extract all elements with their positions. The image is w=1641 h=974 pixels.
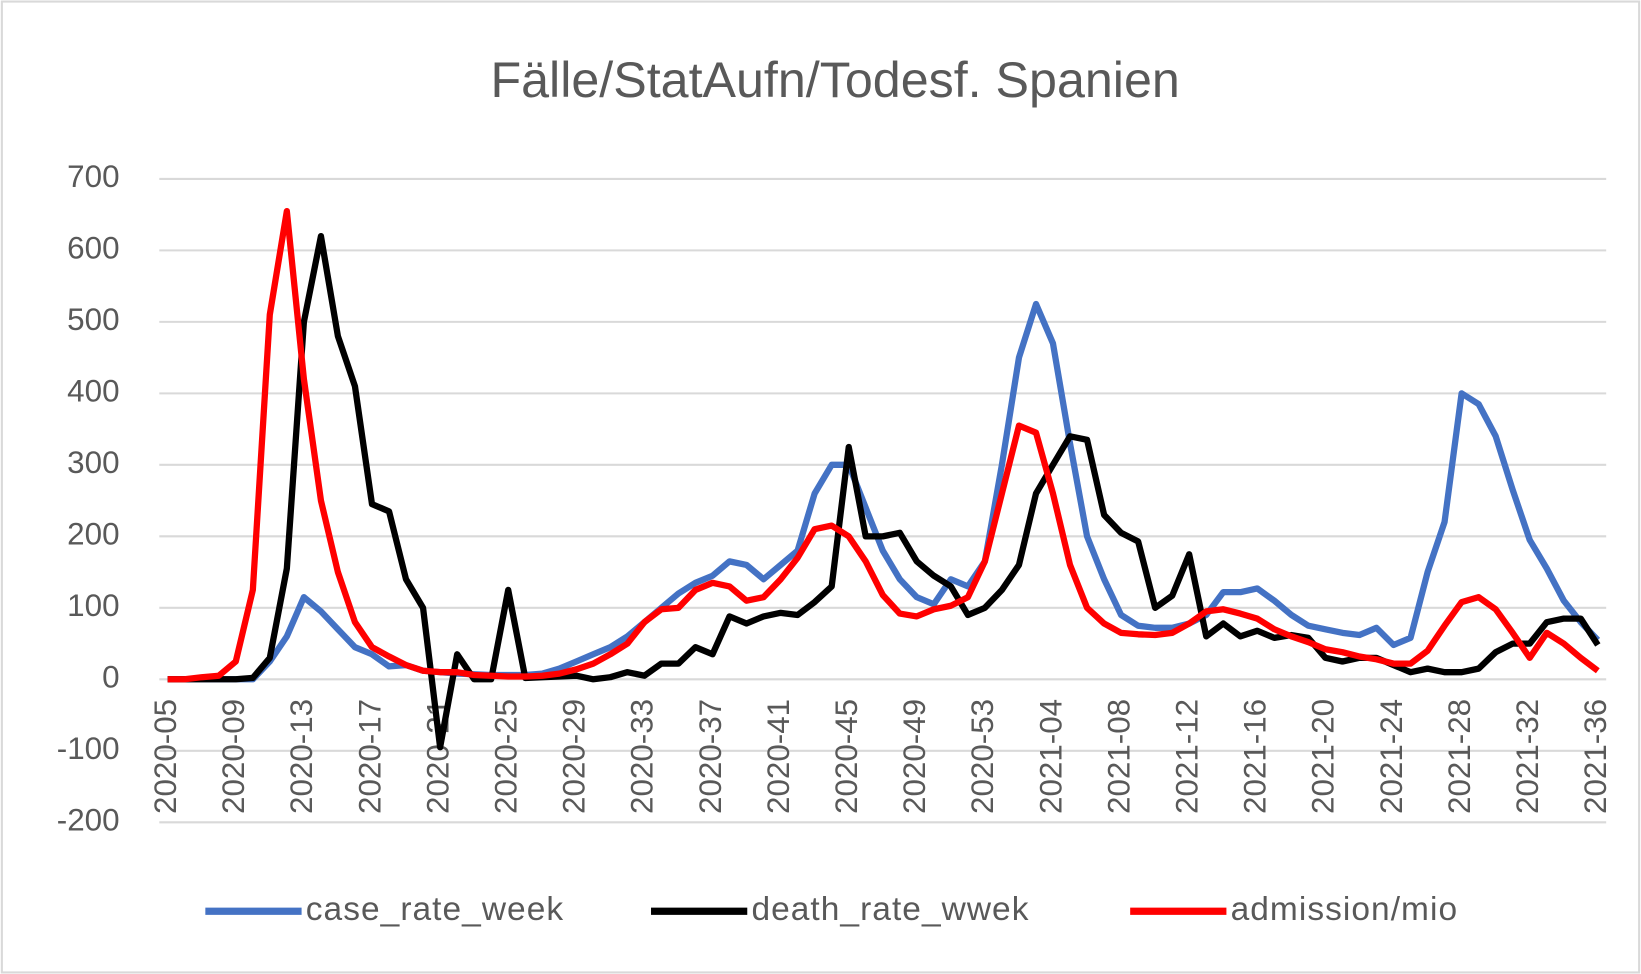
x-tick-label: 2020-13 <box>284 699 319 814</box>
x-tick-label: 2020-45 <box>829 699 864 814</box>
x-tick-label: 2021-20 <box>1306 699 1341 814</box>
x-tick-label: 2020-41 <box>761 699 796 814</box>
x-tick-label: 2020-09 <box>216 699 251 814</box>
chart-title: Fälle/StatAufn/Todesf. Spanien <box>490 52 1179 108</box>
y-tick-label: -200 <box>57 803 120 838</box>
legend-item: case_rate_week <box>205 891 564 928</box>
legend-label: case_rate_week <box>306 891 564 928</box>
x-tick-label: 2021-28 <box>1442 699 1477 814</box>
x-tick-label: 2021-16 <box>1238 699 1273 814</box>
x-tick-label: 2020-17 <box>352 699 387 814</box>
series-line <box>167 207 1600 683</box>
x-tick-label: 2020-53 <box>965 699 1000 814</box>
y-tick-label: 200 <box>67 517 119 552</box>
x-tick-label: 2020-49 <box>897 699 932 814</box>
x-tick-label: 2021-24 <box>1374 699 1409 814</box>
y-tick-label: 500 <box>67 302 119 337</box>
y-tick-label: 100 <box>67 588 119 623</box>
y-tick-label: 300 <box>67 445 119 480</box>
legend-label: admission/mio <box>1231 891 1459 928</box>
y-tick-label: 600 <box>67 231 119 266</box>
legend-label: death_rate_wwek <box>751 891 1029 928</box>
x-tick-label: 2021-08 <box>1101 699 1136 814</box>
x-tick-label: 2020-37 <box>693 699 728 814</box>
x-tick-label: 2021-36 <box>1578 699 1613 814</box>
y-tick-label: -100 <box>57 731 120 766</box>
x-tick-label: 2020-29 <box>557 699 592 814</box>
legend-item: death_rate_wwek <box>651 891 1029 928</box>
y-tick-label: 400 <box>67 374 119 409</box>
legend-item: admission/mio <box>1130 891 1459 928</box>
x-tick-label: 2020-25 <box>488 699 523 814</box>
x-tick-label: 2020-33 <box>625 699 660 814</box>
y-tick-label: 0 <box>102 660 119 695</box>
y-tick-label: 700 <box>67 159 119 194</box>
x-tick-label: 2021-04 <box>1033 699 1068 814</box>
x-tick-label: 2021-32 <box>1510 699 1545 814</box>
x-tick-label: 2020-05 <box>148 699 183 814</box>
x-tick-label: 2021-12 <box>1170 699 1205 814</box>
